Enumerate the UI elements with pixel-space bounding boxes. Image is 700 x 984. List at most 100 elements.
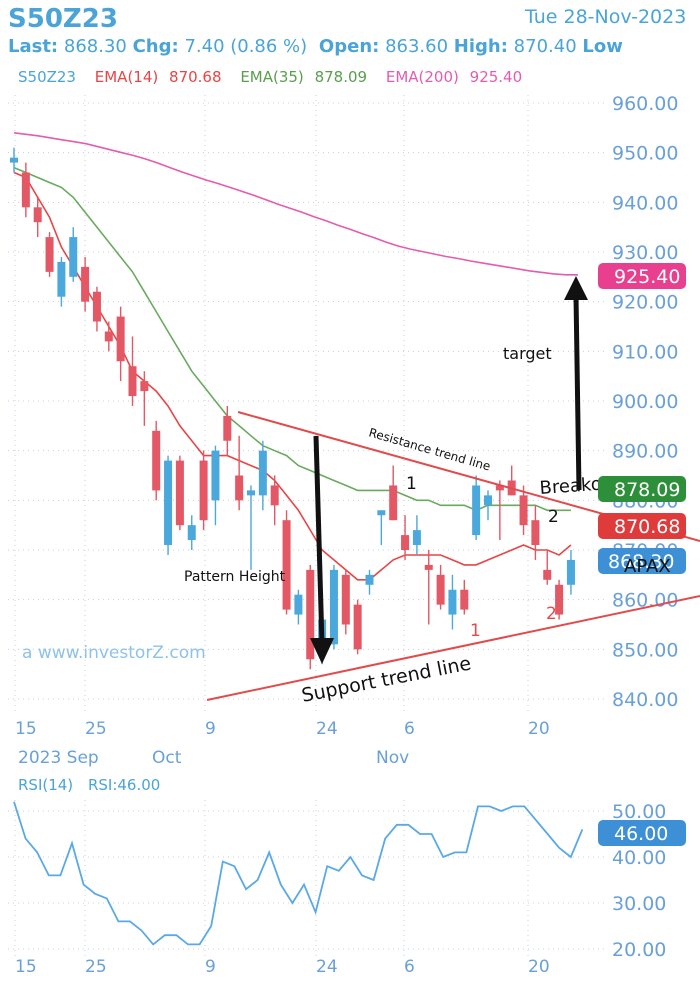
candle-body — [270, 485, 279, 506]
candle — [104, 321, 113, 352]
candle — [507, 465, 516, 496]
candle — [412, 515, 421, 555]
high-label: High: — [453, 36, 508, 57]
candle-body — [211, 450, 220, 501]
candle — [495, 480, 504, 541]
candle-body — [247, 490, 255, 496]
candle — [199, 450, 208, 531]
price-x-tick-0: 15 — [15, 719, 37, 739]
rsi-x-tick-3: 24 — [316, 957, 338, 977]
candle-body — [282, 520, 291, 610]
candle-body — [21, 172, 30, 208]
legend-ema35-label: EMA(35) — [240, 68, 304, 86]
date-label-oct: Oct — [152, 748, 182, 768]
candle-body — [187, 525, 196, 541]
candle-body — [519, 495, 528, 526]
candle — [484, 490, 492, 521]
annotation-target: target — [503, 344, 552, 363]
annotation-support: Support trend line — [300, 652, 473, 706]
ema200-badge — [598, 263, 686, 289]
candle — [294, 589, 303, 625]
candle — [235, 435, 244, 511]
candle — [365, 569, 374, 595]
price-x-tick-1: 25 — [85, 719, 107, 739]
candle-body — [10, 157, 18, 163]
rsi-y-tick-0: 50.00 — [612, 801, 666, 823]
candle-body — [377, 510, 386, 516]
pattern-height-arrowhead — [310, 638, 334, 664]
price-x-tick-3: 24 — [316, 719, 338, 739]
price-x-tick-4: 6 — [404, 719, 415, 739]
price-y-tick-4: 920.00 — [612, 292, 678, 314]
candle — [282, 510, 291, 615]
candle-body — [341, 574, 350, 625]
candle — [140, 371, 149, 426]
candle-body — [223, 415, 232, 441]
candle — [353, 599, 362, 655]
candle — [566, 550, 575, 595]
candle — [258, 440, 267, 511]
price-x-tick-2: 9 — [205, 719, 216, 739]
quote-line: Last: 868.30 Chg: 7.40 (0.86 %) Open: 86… — [8, 36, 623, 57]
annotation-label-2-black: 2 — [548, 507, 559, 527]
watermark: a www.investorZ.com — [22, 643, 206, 663]
candle-body — [57, 261, 66, 297]
date-label-nov: Nov — [376, 748, 410, 768]
candle — [175, 455, 184, 531]
candle-body — [235, 475, 244, 501]
candle-body — [33, 207, 42, 223]
candle — [10, 147, 18, 173]
candle-body — [164, 460, 173, 546]
candle — [401, 515, 410, 560]
candle — [92, 286, 101, 332]
candle-body — [460, 589, 469, 610]
candle — [460, 579, 469, 615]
candle-body — [436, 574, 445, 605]
candle-body — [448, 589, 457, 615]
candle — [519, 485, 528, 536]
rsi-legend: RSI(14) RSI:46.00 — [18, 776, 160, 794]
last-label: Last: — [8, 36, 59, 57]
legend-ema35-value: 878.09 — [314, 68, 368, 86]
annotation-label-1-red: 1 — [470, 621, 481, 641]
chg-label: Chg: — [132, 36, 179, 57]
candle-body — [566, 559, 575, 585]
candle-body — [472, 485, 481, 536]
candle-body — [45, 237, 54, 272]
last-price-badge — [598, 548, 686, 574]
rsi-legend-label: RSI(14) — [18, 776, 74, 794]
rsi-y-tick-2: 30.00 — [612, 893, 666, 915]
candle-body — [365, 574, 374, 585]
candle — [187, 515, 196, 550]
candle — [45, 232, 54, 277]
rsi-x-tick-2: 9 — [205, 957, 216, 977]
annotation-pattern-height: Pattern Height — [184, 569, 286, 585]
candle-body — [401, 535, 410, 550]
candle-body — [555, 584, 564, 615]
candle — [33, 197, 42, 238]
candle-body — [353, 604, 362, 650]
candle — [211, 445, 220, 526]
candle-body — [543, 569, 552, 580]
candle-body — [329, 569, 338, 645]
price-y-tick-3: 930.00 — [612, 242, 678, 264]
legend-ema14-value: 870.68 — [169, 68, 222, 86]
candle — [436, 564, 445, 610]
rsi-x-tick-4: 6 — [404, 957, 415, 977]
candle-body — [175, 460, 184, 526]
candle — [152, 420, 161, 501]
rsi-badge-text: 46.00 — [614, 823, 668, 845]
rsi-y-tick-1: 40.00 — [612, 847, 666, 869]
ema14-badge-text: 870.68 — [614, 516, 680, 538]
candle-body — [389, 485, 398, 521]
price-y-tick-11: 850.00 — [612, 639, 678, 661]
price-y-tick-1: 950.00 — [612, 143, 678, 165]
candle-body — [140, 381, 149, 392]
legend-ema200-value: 925.40 — [469, 68, 523, 86]
candle — [57, 256, 66, 307]
high-value: 870.40 — [513, 36, 577, 57]
last-value: 868.30 — [63, 36, 127, 57]
support-trend-line — [206, 595, 700, 701]
candle-body — [199, 460, 208, 521]
candle — [247, 485, 255, 570]
